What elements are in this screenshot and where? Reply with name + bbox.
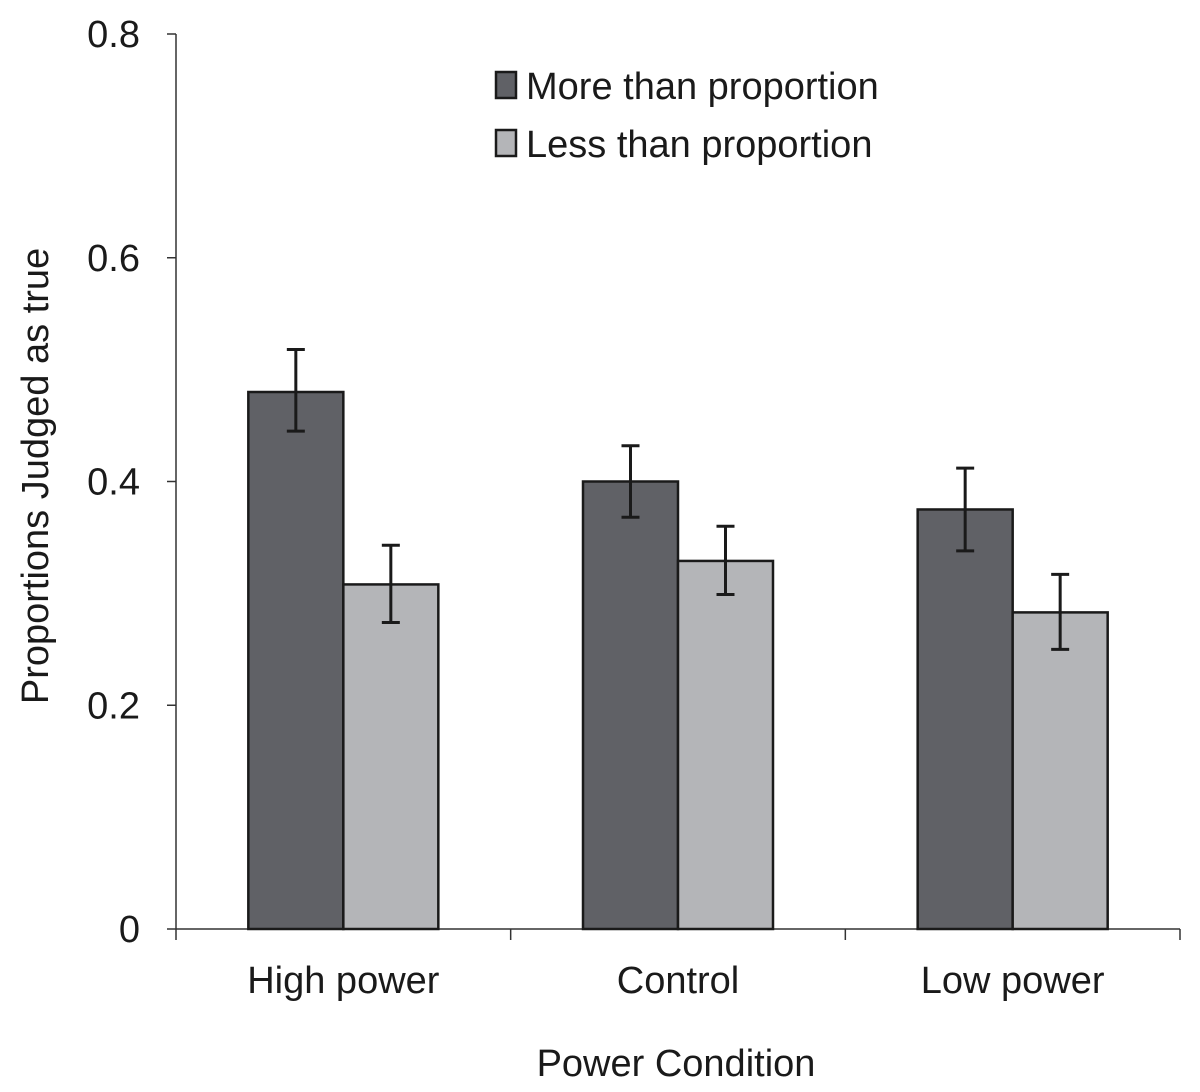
x-tick-label: Control (617, 960, 740, 1002)
bar-less-control (676, 559, 775, 931)
error-bars (286, 347, 1070, 651)
bar-more-control (581, 480, 680, 931)
x-tick-label: Low power (921, 960, 1105, 1002)
legend-label-less: Less than proportion (526, 124, 872, 166)
y-tick-label: 0.8 (87, 14, 140, 56)
x-axis: High power Control Low power (175, 928, 1181, 1002)
x-axis-title: Power Condition (537, 1043, 816, 1085)
legend-label-more: More than proportion (526, 66, 879, 108)
bar-more-low-power (916, 508, 1014, 931)
bar-less-low-power (1011, 611, 1109, 931)
error-bar (621, 444, 640, 519)
bars (247, 390, 1109, 931)
legend: More than proportion Less than proportio… (494, 66, 879, 166)
y-tick-label: 0.6 (87, 238, 140, 280)
error-bar (381, 543, 400, 624)
legend-swatch-more (494, 70, 518, 100)
y-tick-label: 0 (119, 909, 140, 951)
error-bar (956, 466, 975, 553)
y-axis-title: Proportions Judged as true (15, 248, 57, 704)
error-bar (1051, 572, 1070, 651)
bar-more-high-power (247, 390, 345, 931)
x-tick-label: High power (247, 960, 440, 1002)
error-bar (716, 524, 735, 596)
y-axis: 0 0.2 0.4 0.6 0.8 (87, 14, 177, 951)
error-bar (286, 347, 305, 433)
bar-less-high-power (342, 583, 440, 931)
legend-swatch-less (494, 128, 518, 158)
y-tick-label: 0.4 (87, 462, 140, 504)
y-tick-label: 0.2 (87, 685, 140, 727)
